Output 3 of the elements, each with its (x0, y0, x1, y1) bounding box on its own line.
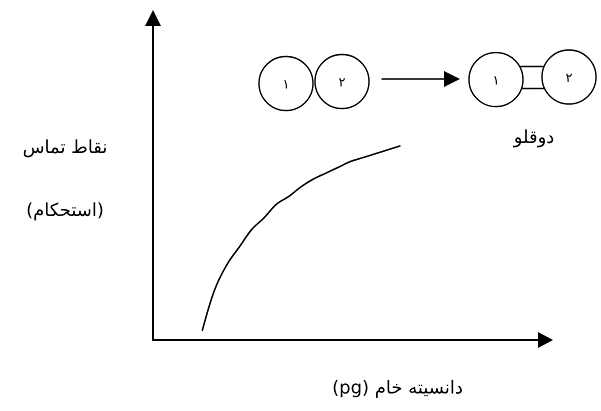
x-axis-title: دانسیته خام (pg) (332, 378, 463, 398)
text: نقاط تماس (استحکام) (22, 137, 108, 221)
annotation: دوقلو (512, 127, 554, 148)
